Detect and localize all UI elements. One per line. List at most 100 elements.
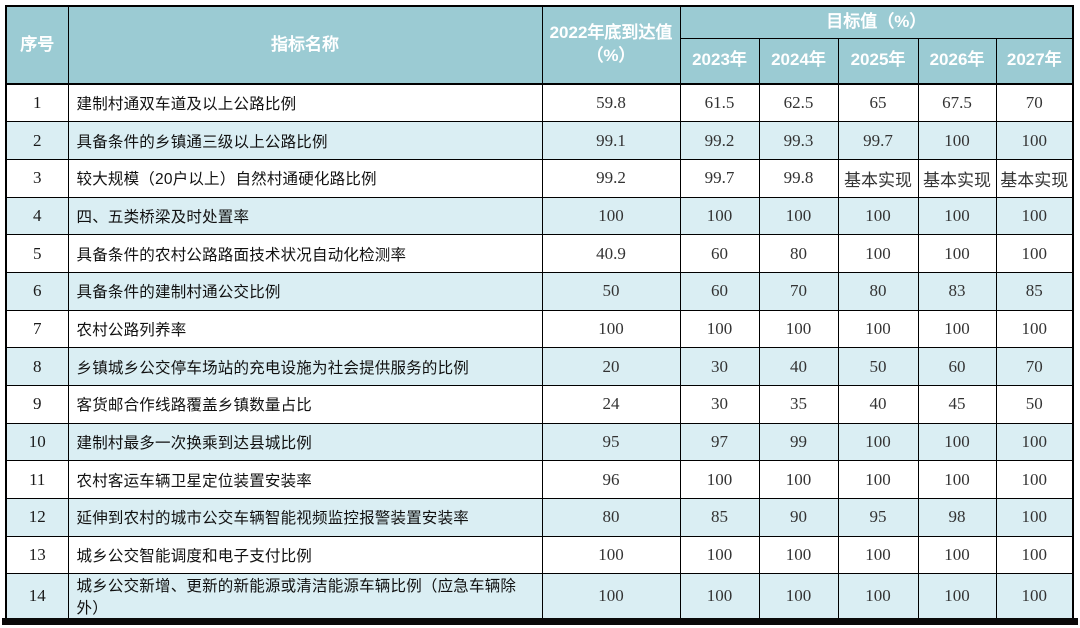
row-number-cell: 11	[5, 460, 69, 500]
target-value-cell: 100	[837, 535, 919, 575]
target-value-cell: 100	[758, 535, 839, 575]
table-row: 13 城乡公交智能调度和电子支付比例 100 100 100 100 100 100	[5, 535, 1074, 575]
table-row: 10 建制村最多一次换乘到达县城比例 95 97 99 100 100 100	[5, 422, 1074, 462]
row-number-cell: 9	[5, 385, 69, 424]
row-number-cell: 7	[5, 309, 69, 349]
target-value-cell: 100	[995, 196, 1074, 236]
reach-value-cell: 99.2	[541, 158, 681, 198]
header-year-2027: 2027年	[995, 37, 1074, 85]
target-value-cell: 100	[758, 460, 839, 500]
table-body: 1 建制村通双车道及以上公路比例 59.8 61.5 62.5 65 67.5 70 2 具备条件…	[5, 83, 1074, 620]
reach-value-cell: 50	[541, 271, 681, 311]
target-value-cell: 35	[758, 385, 839, 424]
indicator-name-cell: 农村公路列养率	[67, 309, 543, 349]
indicator-name-cell: 建制村通双车道及以上公路比例	[67, 83, 543, 123]
header-target-value-group: 目标值（%）	[679, 5, 1074, 39]
target-value-cell: 100	[837, 422, 919, 462]
row-number-cell: 3	[5, 158, 69, 198]
row-number-cell: 4	[5, 196, 69, 236]
header-2022-reach-value: 2022年底到达值（%）	[541, 5, 681, 85]
target-value-cell: 100	[995, 309, 1074, 349]
table-row: 12 延伸到农村的城市公交车辆智能视频监控报警装置安装率 80 85 90 95 98 100	[5, 498, 1074, 537]
reach-value-cell: 59.8	[541, 83, 681, 123]
target-value-cell: 100	[995, 535, 1074, 575]
reach-value-cell: 96	[541, 460, 681, 500]
indicator-name-cell: 延伸到农村的城市公交车辆智能视频监控报警装置安装率	[67, 498, 543, 537]
row-number-cell: 8	[5, 347, 69, 386]
target-value-cell: 67.5	[917, 83, 997, 123]
table-row: 14 城乡公交新增、更新的新能源或清洁能源车辆比例（应急车辆除外） 100 100 10…	[5, 573, 1074, 620]
target-value-cell: 100	[679, 196, 760, 236]
target-value-cell: 60	[679, 271, 760, 311]
target-value-cell: 61.5	[679, 83, 760, 123]
indicator-name-cell: 具备条件的乡镇通三级以上公路比例	[67, 121, 543, 160]
target-value-cell: 100	[758, 309, 839, 349]
target-value-cell: 100	[758, 573, 839, 620]
table-row: 2 具备条件的乡镇通三级以上公路比例 99.1 99.2 99.3 99.7 100 100	[5, 121, 1074, 160]
row-number-cell: 5	[5, 234, 69, 273]
header-indicator-name: 指标名称	[67, 5, 543, 85]
target-value-cell: 62.5	[758, 83, 839, 123]
target-value-cell: 100	[837, 573, 919, 620]
indicator-name-cell: 客货邮合作线路覆盖乡镇数量占比	[67, 385, 543, 424]
target-value-cell: 99.3	[758, 121, 839, 160]
target-value-cell: 100	[917, 309, 997, 349]
row-number-cell: 1	[5, 83, 69, 123]
target-value-cell: 100	[995, 460, 1074, 500]
header-serial-number: 序号	[5, 5, 69, 85]
target-value-cell: 100	[917, 460, 997, 500]
target-value-cell: 85	[679, 498, 760, 537]
target-value-cell: 80	[837, 271, 919, 311]
reach-value-cell: 100	[541, 535, 681, 575]
target-value-cell: 100	[995, 573, 1074, 620]
indicator-name-cell: 城乡公交新增、更新的新能源或清洁能源车辆比例（应急车辆除外）	[67, 573, 543, 620]
indicator-name-cell: 城乡公交智能调度和电子支付比例	[67, 535, 543, 575]
row-number-cell: 13	[5, 535, 69, 575]
header-year-2026: 2026年	[917, 37, 997, 85]
table-row: 4 四、五类桥梁及时处置率 100 100 100 100 100 100	[5, 196, 1074, 236]
target-value-cell: 100	[837, 460, 919, 500]
row-number-cell: 2	[5, 121, 69, 160]
reach-value-cell: 95	[541, 422, 681, 462]
target-value-cell: 100	[995, 121, 1074, 160]
indicator-name-cell: 乡镇城乡公交停车场站的充电设施为社会提供服务的比例	[67, 347, 543, 386]
target-value-cell: 100	[995, 234, 1074, 273]
target-value-cell: 30	[679, 347, 760, 386]
target-value-cell: 100	[917, 422, 997, 462]
table-row: 5 具备条件的农村公路路面技术状况自动化检测率 40.9 60 80 100 100 100	[5, 234, 1074, 273]
reach-value-cell: 20	[541, 347, 681, 386]
target-value-cell: 40	[758, 347, 839, 386]
header-year-2023: 2023年	[679, 37, 760, 85]
header-year-2025: 2025年	[837, 37, 919, 85]
table-header: 序号 指标名称 2022年底到达值（%） 目标值（%） 2023年 2024年 …	[5, 5, 1074, 85]
target-value-cell: 99.7	[679, 158, 760, 198]
target-value-cell: 100	[679, 573, 760, 620]
target-value-cell: 100	[917, 121, 997, 160]
reach-value-cell: 24	[541, 385, 681, 424]
target-value-cell: 基本实现	[995, 158, 1074, 198]
target-value-cell: 95	[837, 498, 919, 537]
target-value-cell: 100	[758, 196, 839, 236]
target-value-cell: 80	[758, 234, 839, 273]
indicator-name-cell: 农村客运车辆卫星定位装置安装率	[67, 460, 543, 500]
target-value-cell: 100	[995, 422, 1074, 462]
target-value-cell: 100	[917, 573, 997, 620]
indicator-table: 序号 指标名称 2022年底到达值（%） 目标值（%） 2023年 2024年 …	[5, 5, 1075, 621]
target-value-cell: 97	[679, 422, 760, 462]
reach-value-cell: 100	[541, 309, 681, 349]
table-row: 3 较大规模（20户以上）自然村通硬化路比例 99.2 99.7 99.8 基本实现 基本实…	[5, 158, 1074, 198]
target-value-cell: 60	[917, 347, 997, 386]
target-value-cell: 70	[995, 83, 1074, 123]
target-value-cell: 基本实现	[917, 158, 997, 198]
target-value-cell: 99.7	[837, 121, 919, 160]
table-row: 1 建制村通双车道及以上公路比例 59.8 61.5 62.5 65 67.5 70	[5, 83, 1074, 123]
target-value-cell: 100	[837, 309, 919, 349]
target-value-cell: 100	[679, 309, 760, 349]
target-value-cell: 70	[995, 347, 1074, 386]
target-value-cell: 100	[917, 535, 997, 575]
table-row: 9 客货邮合作线路覆盖乡镇数量占比 24 30 35 40 45 50	[5, 385, 1074, 424]
indicator-name-cell: 四、五类桥梁及时处置率	[67, 196, 543, 236]
target-value-cell: 100	[837, 234, 919, 273]
reach-value-cell: 40.9	[541, 234, 681, 273]
target-value-cell: 60	[679, 234, 760, 273]
